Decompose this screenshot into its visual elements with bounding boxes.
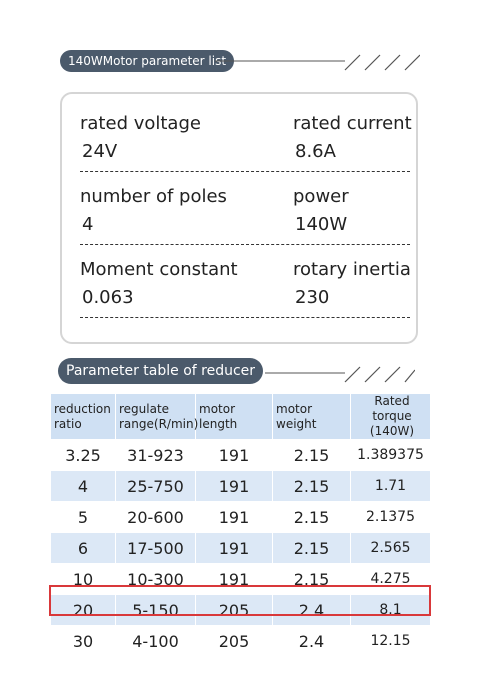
param-value: 0.063 xyxy=(82,287,134,308)
table-cell: 8.1 xyxy=(350,594,431,626)
separator xyxy=(80,244,410,245)
table-cell: 3.25 xyxy=(50,439,116,471)
table-cell: 20-600 xyxy=(115,501,196,533)
param-label: number of poles xyxy=(80,186,227,207)
table-cell: 2.15 xyxy=(272,439,351,471)
table-cell: 1.389375 xyxy=(350,439,431,471)
table-row: 6 17-500 191 2.15 2.565 xyxy=(50,532,431,564)
table-cell: 191 xyxy=(195,470,273,502)
table-cell: 191 xyxy=(195,501,273,533)
table-row: 4 25-750 191 2.15 1.71 xyxy=(50,470,431,502)
table-row: 5 20-600 191 2.15 2.1375 xyxy=(50,501,431,533)
table-cell: 2.4 xyxy=(272,625,351,657)
param-box xyxy=(60,92,418,344)
separator xyxy=(80,317,410,318)
table-cell: 2.15 xyxy=(272,501,351,533)
table-cell: 12.15 xyxy=(350,625,431,657)
table-row: 3.25 31-923 191 2.15 1.389375 xyxy=(50,439,431,471)
header-cell: motor length xyxy=(195,393,273,440)
table-cell: 205 xyxy=(195,625,273,657)
table-cell: 2.565 xyxy=(350,532,431,564)
param-value: 24V xyxy=(82,141,118,162)
section-title: Parameter table of reducer xyxy=(58,358,264,384)
table-cell: 17-500 xyxy=(115,532,196,564)
table-cell: 4 xyxy=(50,470,116,502)
table-cell: 191 xyxy=(195,532,273,564)
header-cell: reduction ratio xyxy=(50,393,116,440)
param-value: 140W xyxy=(295,214,348,235)
param-label: power xyxy=(293,186,349,207)
table-cell: 191 xyxy=(195,563,273,595)
param-label: rotary inertia xyxy=(293,259,411,280)
table-cell: 10 xyxy=(50,563,116,595)
table-cell: 31-923 xyxy=(115,439,196,471)
param-label: rated voltage xyxy=(80,113,201,134)
header-row: reduction ratio regulate range(R/min) moto… xyxy=(50,393,431,440)
table-cell: 5 xyxy=(50,501,116,533)
param-value: 230 xyxy=(295,287,330,308)
highlight xyxy=(49,585,431,616)
header-cell: motor weight xyxy=(272,393,351,440)
table-cell: 2.15 xyxy=(272,470,351,502)
decoration xyxy=(215,54,420,71)
param-label: rated current xyxy=(293,113,412,134)
separator xyxy=(80,171,410,172)
section-title: 140WMotor parameter list xyxy=(60,50,235,72)
reducer-table: reduction ratio regulate range(R/min) moto… xyxy=(50,393,431,657)
param-label: Moment constant xyxy=(80,259,238,280)
param-value: 4 xyxy=(82,214,94,235)
table-cell: 1.71 xyxy=(350,470,431,502)
table-row: 30 4-100 205 2.4 12.15 xyxy=(50,625,431,657)
header-cell: Rated torque (140W) xyxy=(350,393,431,440)
table-cell: 5-150 xyxy=(115,594,196,626)
decoration xyxy=(265,366,415,383)
table-cell: 2.15 xyxy=(272,532,351,564)
table-row: 10 10-300 191 2.15 4.275 xyxy=(50,563,431,595)
table-cell: 20 xyxy=(50,594,116,626)
table-cell: 2.1375 xyxy=(350,501,431,533)
table-cell: 25-750 xyxy=(115,470,196,502)
table-cell: 4-100 xyxy=(115,625,196,657)
table-cell: 6 xyxy=(50,532,116,564)
param-value: 8.6A xyxy=(295,141,336,162)
table-cell: 191 xyxy=(195,439,273,471)
table-cell: 30 xyxy=(50,625,116,657)
header-cell: regulate range(R/min) xyxy=(115,393,198,440)
table-cell: 4.275 xyxy=(350,563,431,595)
